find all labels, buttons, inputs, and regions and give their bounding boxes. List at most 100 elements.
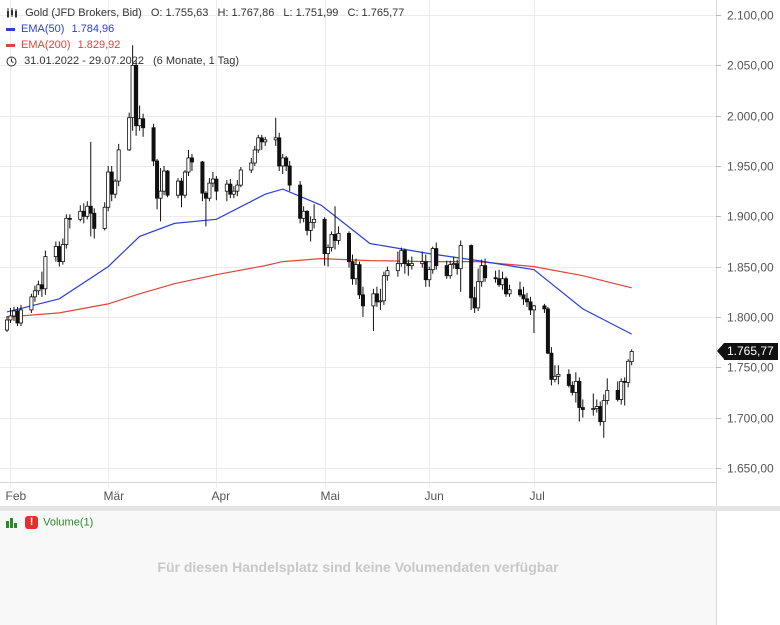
candle-body bbox=[556, 373, 561, 377]
candle bbox=[601, 394, 606, 438]
candle bbox=[273, 117, 278, 146]
candle bbox=[451, 256, 456, 269]
candle bbox=[329, 231, 334, 252]
candle bbox=[179, 178, 184, 208]
candle-body bbox=[235, 184, 240, 192]
candle bbox=[458, 240, 463, 292]
candle bbox=[214, 176, 219, 201]
candle-body bbox=[353, 264, 358, 280]
candle bbox=[109, 165, 114, 202]
candle-body bbox=[308, 221, 313, 231]
candle bbox=[8, 307, 13, 323]
candle-body bbox=[298, 184, 303, 219]
candle bbox=[235, 180, 240, 197]
panel-divider bbox=[0, 506, 780, 511]
candle bbox=[162, 165, 167, 196]
candle bbox=[549, 347, 554, 386]
candle-body bbox=[591, 408, 596, 410]
period-label: (6 Monate, 1 Tag) bbox=[153, 55, 240, 67]
candle-body bbox=[545, 308, 550, 354]
ema200-value: 1.829,92 bbox=[77, 39, 121, 51]
candle-body bbox=[622, 380, 627, 383]
y-tick-label: 2.100,00 bbox=[727, 9, 774, 23]
candle bbox=[127, 112, 132, 151]
candle bbox=[350, 254, 355, 285]
candle bbox=[629, 349, 634, 366]
candle-body bbox=[175, 180, 180, 196]
volume-panel bbox=[0, 511, 716, 625]
candle bbox=[402, 248, 407, 274]
volume-axis-area bbox=[717, 511, 780, 625]
candle-body bbox=[552, 375, 557, 380]
candle-body bbox=[615, 390, 620, 400]
candle-body bbox=[249, 162, 254, 171]
candle-body bbox=[231, 190, 236, 195]
ema200-label: EMA(200) bbox=[21, 39, 71, 51]
high-value: H: 1.767,86 bbox=[217, 7, 275, 19]
candlestick-series bbox=[5, 45, 634, 438]
candle-body bbox=[11, 310, 16, 317]
candle bbox=[43, 250, 48, 295]
candle bbox=[287, 160, 292, 192]
candle-body bbox=[36, 284, 41, 292]
candle-body bbox=[284, 157, 289, 167]
candle bbox=[137, 105, 142, 131]
candle bbox=[385, 266, 390, 281]
candle-body bbox=[203, 192, 208, 199]
candle bbox=[57, 241, 62, 267]
candle-body bbox=[179, 180, 184, 196]
candle-body bbox=[256, 137, 261, 151]
candle bbox=[444, 260, 449, 279]
candle bbox=[189, 153, 194, 172]
candle-body bbox=[92, 212, 97, 229]
clock-icon bbox=[6, 56, 17, 67]
candle bbox=[360, 286, 365, 317]
candle-body bbox=[549, 352, 554, 380]
candle-body bbox=[434, 248, 439, 267]
candle-body bbox=[15, 310, 20, 324]
candle-body bbox=[214, 178, 219, 192]
candle bbox=[357, 261, 362, 299]
candle-body bbox=[455, 263, 460, 270]
candle-body bbox=[573, 380, 578, 393]
candle bbox=[399, 247, 404, 267]
candle-body bbox=[566, 373, 571, 386]
candle bbox=[280, 153, 285, 175]
candle-body bbox=[385, 270, 390, 277]
candle-body bbox=[162, 170, 167, 192]
candle bbox=[249, 157, 254, 174]
candle-body bbox=[479, 265, 484, 283]
candle-body bbox=[395, 263, 400, 272]
candle-body bbox=[210, 178, 215, 184]
candle bbox=[479, 259, 484, 287]
candle-body bbox=[521, 294, 526, 300]
candle bbox=[556, 365, 561, 385]
ema50-swatch-icon bbox=[6, 27, 15, 31]
candle-body bbox=[518, 289, 523, 296]
candle bbox=[374, 286, 379, 307]
candle bbox=[252, 145, 257, 166]
candle-body bbox=[448, 264, 453, 277]
candle-body bbox=[39, 284, 44, 290]
instrument-name: Gold (JFD Brokers, Bid) bbox=[25, 7, 142, 19]
candle-body bbox=[619, 380, 624, 400]
candle-body bbox=[8, 315, 13, 321]
candle bbox=[53, 241, 58, 262]
candle-body bbox=[399, 250, 404, 265]
candle-body bbox=[371, 293, 376, 307]
candle-body bbox=[420, 261, 425, 265]
candle bbox=[36, 280, 41, 295]
ema50-series bbox=[6, 188, 632, 335]
open-value: O: 1.755,63 bbox=[150, 7, 209, 19]
warning-icon[interactable]: ! bbox=[25, 516, 39, 529]
candle bbox=[32, 285, 37, 302]
candle-body bbox=[493, 277, 498, 280]
candle bbox=[5, 315, 10, 333]
candle bbox=[483, 258, 488, 282]
candle-body bbox=[29, 296, 34, 311]
candle bbox=[18, 304, 23, 327]
candle-body bbox=[67, 217, 72, 220]
candle bbox=[476, 268, 481, 311]
ema50-line bbox=[6, 188, 632, 335]
